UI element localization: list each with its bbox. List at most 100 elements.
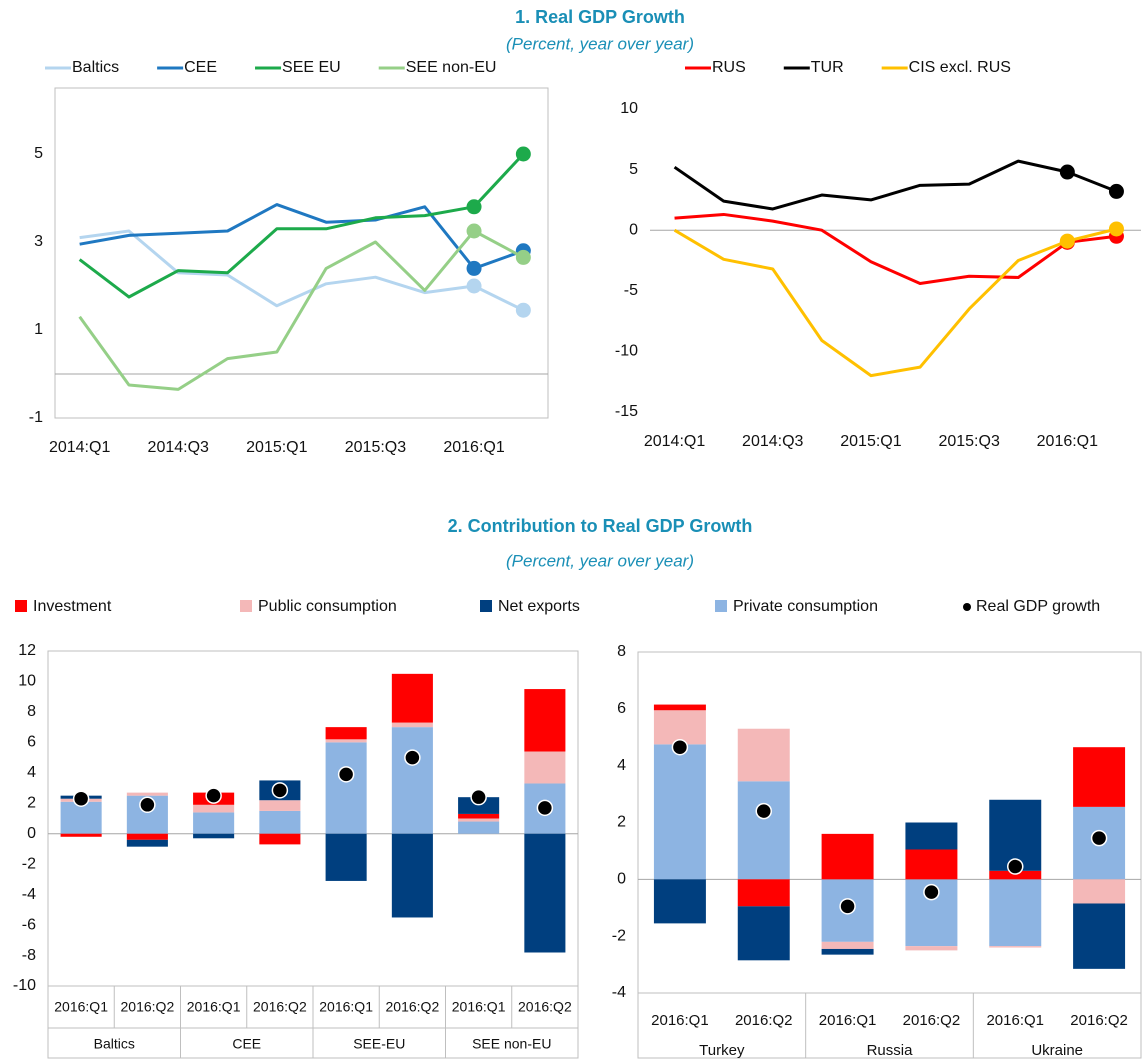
bar-segment — [737, 906, 790, 961]
bar-segment — [905, 822, 958, 850]
legend-label: Investment — [33, 598, 112, 615]
legend-label: Public consumption — [258, 598, 397, 615]
bar-segment — [325, 739, 367, 743]
x-tick-label: 2016:Q1 — [443, 439, 504, 456]
legend-label: CIS excl. RUS — [909, 59, 1011, 76]
bar-segment — [458, 797, 500, 814]
gdp-point — [470, 788, 487, 806]
gdp-point — [337, 766, 355, 783]
section-subtitle: (Percent, year over year) — [506, 551, 694, 570]
point-marker — [466, 223, 482, 239]
gdp-point — [404, 749, 421, 766]
gdp-point — [1090, 829, 1108, 847]
x-tick-label: 2016:Q1 — [319, 999, 373, 1015]
x-tick-label: 2014:Q3 — [148, 439, 209, 456]
bar-segment — [653, 710, 706, 745]
group-label: CEE — [232, 1036, 261, 1052]
y-tick-label: 5 — [629, 161, 638, 178]
bar-segment — [653, 704, 706, 711]
y-tick-label: 0 — [27, 825, 36, 842]
legend-label: TUR — [811, 59, 844, 76]
y-tick-label: 0 — [629, 221, 638, 238]
gdp-point — [839, 898, 856, 915]
bar-segment — [259, 800, 301, 811]
point-marker — [515, 249, 531, 265]
bar-segment — [1073, 747, 1126, 807]
x-tick-label: 2016:Q1 — [54, 999, 108, 1015]
series-line — [673, 159, 1118, 211]
y-tick-label: 6 — [617, 700, 626, 717]
bar-segment — [193, 833, 235, 839]
y-tick-label: -10 — [13, 977, 36, 994]
point-marker — [466, 199, 482, 215]
gdp-point — [536, 799, 554, 817]
point-marker — [515, 146, 531, 162]
group-label: Russia — [867, 1042, 914, 1059]
series-line — [674, 212, 1117, 286]
legend-swatch — [963, 603, 971, 611]
legend-label: Real GDP growth — [976, 598, 1100, 615]
y-tick-label: 10 — [18, 673, 36, 690]
x-tick-label: 2016:Q2 — [121, 999, 175, 1015]
gdp-point — [139, 796, 156, 814]
x-tick-label: 2016:Q1 — [651, 1012, 709, 1029]
legend-swatch — [715, 600, 727, 612]
bar-segment — [905, 946, 958, 951]
y-tick-label: 3 — [34, 233, 43, 250]
bar-segment — [458, 818, 500, 822]
series-line — [79, 229, 525, 312]
x-tick-label: 2016:Q1 — [819, 1012, 877, 1029]
bar-segment — [391, 673, 433, 723]
gdp-point — [755, 802, 772, 820]
bar-segment — [821, 833, 874, 880]
bar-segment — [1073, 879, 1126, 904]
legend-label: RUS — [712, 59, 746, 76]
legend-swatch — [240, 600, 252, 612]
group-label: Baltics — [94, 1036, 135, 1052]
group-label: Turkey — [699, 1042, 745, 1059]
series-line — [79, 203, 524, 270]
x-tick-label: 2015:Q3 — [938, 433, 999, 450]
y-tick-label: 4 — [617, 757, 626, 774]
x-tick-label: 2016:Q2 — [903, 1012, 961, 1029]
bar-segment — [653, 879, 706, 924]
y-tick-label: -2 — [612, 927, 626, 944]
y-tick-label: 2 — [27, 794, 36, 811]
legend-swatch — [15, 600, 27, 612]
gdp-point — [923, 883, 940, 901]
x-tick-label: 2015:Q1 — [840, 433, 901, 450]
x-tick-label: 2015:Q3 — [345, 439, 406, 456]
bar-segment — [325, 727, 367, 740]
bar-segment — [737, 781, 790, 880]
group-label: Ukraine — [1031, 1042, 1083, 1059]
section-title: 2. Contribution to Real GDP Growth — [448, 516, 753, 536]
y-tick-label: 6 — [27, 734, 36, 751]
bar-segment — [989, 879, 1042, 947]
x-tick-label: 2014:Q1 — [49, 439, 110, 456]
bar-segment — [391, 722, 433, 728]
legend-label: Baltics — [72, 59, 119, 76]
point-marker — [1108, 221, 1124, 237]
y-tick-label: -10 — [615, 343, 638, 360]
x-tick-label: 2015:Q1 — [246, 439, 307, 456]
y-tick-label: -2 — [22, 855, 36, 872]
bar-segment — [524, 751, 566, 784]
bar-segment — [989, 870, 1042, 880]
x-tick-label: 2016:Q1 — [452, 999, 506, 1015]
point-marker — [1059, 233, 1075, 249]
y-tick-label: 2 — [617, 814, 626, 831]
bar-segment — [60, 801, 102, 834]
y-tick-label: 8 — [27, 703, 36, 720]
y-tick-label: -5 — [624, 282, 638, 299]
point-marker — [466, 260, 482, 276]
y-tick-label: 1 — [34, 321, 43, 338]
y-tick-label: 5 — [34, 145, 43, 162]
gdp-point — [671, 738, 689, 756]
bar-segment — [737, 879, 790, 907]
y-tick-label: -1 — [29, 409, 43, 426]
bar-segment — [126, 839, 168, 847]
bar-segment — [259, 810, 301, 834]
bar-segment — [391, 727, 433, 834]
plot-border — [637, 651, 1142, 1059]
